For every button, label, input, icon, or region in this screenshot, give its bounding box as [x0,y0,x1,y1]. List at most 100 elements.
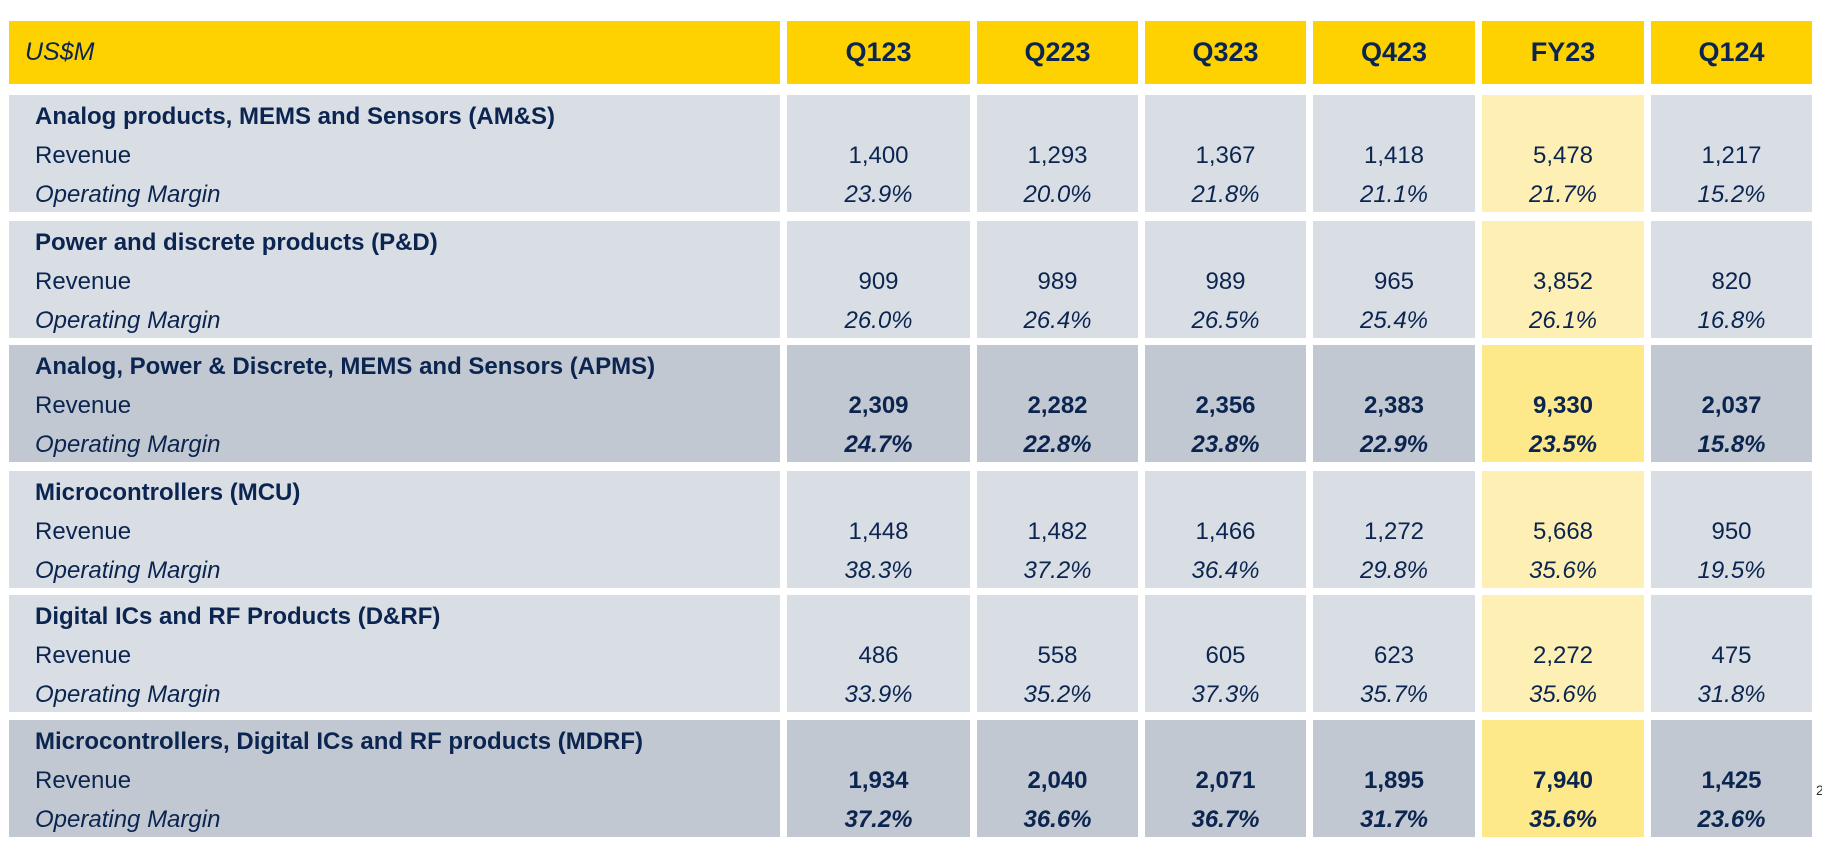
margin-value: 24.7% [844,431,913,458]
margin-value: 37.2% [1023,557,1092,584]
margin-value: 35.2% [1023,681,1092,708]
margin-value: 19.5% [1697,557,1766,584]
value-cell: 1,466 36.4% [1145,471,1306,588]
margin-value: 31.8% [1697,681,1766,708]
revenue-value: 623 [1373,642,1415,669]
revenue-value: 3,852 [1532,268,1594,295]
revenue-value: 820 [1711,268,1752,295]
revenue-value: 9,330 [1532,392,1594,419]
revenue-value: 5,668 [1532,518,1594,545]
col-header: FY23 [1482,21,1644,84]
margin-value: 23.8% [1191,431,1260,458]
value-cell: 1,895 31.7% [1313,720,1475,837]
revenue-label: Revenue [35,268,132,295]
label-cell: Analog products, MEMS and Sensors (AM&S)… [9,95,780,212]
margin-value: 21.1% [1359,181,1429,208]
revenue-label: Revenue [35,392,132,419]
segment-group: Microcontrollers (MCU) Revenue Operating… [9,471,1812,588]
table-header: US$M Q123 Q223 Q323 Q423 FY23 Q124 [9,21,1812,84]
margin-value: 35.7% [1359,681,1429,708]
margin-value: 35.6% [1528,681,1598,708]
revenue-value: 2,037 [1701,392,1762,419]
value-cell: 605 37.3% [1145,595,1306,712]
revenue-value: 2,309 [848,392,909,419]
revenue-value: 1,272 [1363,518,1425,545]
value-cell: 1,934 37.2% [787,720,970,837]
revenue-label: Revenue [35,767,132,794]
revenue-value: 909 [858,268,899,295]
value-cell: 965 25.4% [1313,221,1475,338]
margin-value: 25.4% [1359,307,1429,334]
revenue-value: 1,482 [1027,518,1088,545]
revenue-value: 475 [1711,642,1752,669]
revenue-value: 2,282 [1027,392,1088,419]
margin-value: 33.9% [844,681,913,708]
margin-value: 16.8% [1697,307,1766,334]
value-cell: 989 26.5% [1145,221,1306,338]
segment-group: Analog products, MEMS and Sensors (AM&S)… [9,95,1812,212]
revenue-value: 2,040 [1027,767,1088,794]
margin-value: 29.8% [1359,557,1429,584]
value-cell: 2,037 15.8% [1651,345,1812,462]
value-cell: 1,367 21.8% [1145,95,1306,212]
value-cell: 623 35.7% [1313,595,1475,712]
revenue-label: Revenue [35,642,132,669]
label-cell: Analog, Power & Discrete, MEMS and Senso… [9,345,780,462]
revenue-value: 605 [1205,642,1246,669]
value-cell: 2,071 36.7% [1145,720,1306,837]
margin-value: 21.7% [1528,181,1598,208]
value-cell: 1,293 20.0% [977,95,1138,212]
label-cell: Microcontrollers, Digital ICs and RF pro… [9,720,780,837]
revenue-value: 965 [1373,268,1415,295]
margin-value: 37.2% [844,806,913,833]
margin-value: 36.6% [1023,806,1092,833]
margin-value: 21.8% [1191,181,1260,208]
revenue-value: 2,356 [1195,392,1256,419]
margin-value: 15.8% [1697,431,1766,458]
revenue-value: 2,383 [1363,392,1425,419]
label-cell: Microcontrollers (MCU) Revenue Operating… [9,471,780,588]
revenue-value: 989 [1037,268,1078,295]
margin-value: 23.5% [1528,431,1598,458]
segment-title: Analog products, MEMS and Sensors (AM&S) [35,103,556,130]
revenue-value: 1,293 [1027,142,1088,169]
margin-label: Operating Margin [35,307,221,334]
margin-value: 23.6% [1697,806,1766,833]
segment-group: Microcontrollers, Digital ICs and RF pro… [9,720,1812,837]
revenue-value: 1,400 [848,142,909,169]
margin-label: Operating Margin [35,181,221,208]
value-cell: 5,668 35.6% [1482,471,1644,588]
margin-value: 26.5% [1191,307,1260,334]
margin-value: 35.6% [1528,557,1598,584]
value-cell: 2,272 35.6% [1482,595,1644,712]
value-cell: 1,425 23.6% [1651,720,1812,837]
segment-group: Power and discrete products (P&D) Revenu… [9,221,1812,338]
margin-value: 23.9% [844,181,913,208]
margin-value: 26.1% [1528,307,1598,334]
margin-value: 31.7% [1359,806,1429,833]
margin-label: Operating Margin [35,681,221,708]
value-cell: 1,482 37.2% [977,471,1138,588]
value-cell: 2,309 24.7% [787,345,970,462]
value-cell: 2,356 23.8% [1145,345,1306,462]
margin-value: 38.3% [844,557,913,584]
unit-header: US$M [9,21,780,84]
margin-value: 26.4% [1023,307,1092,334]
margin-value: 26.0% [844,307,913,334]
value-cell: 1,217 15.2% [1651,95,1812,212]
revenue-label: Revenue [35,518,132,545]
margin-value: 36.7% [1191,806,1260,833]
revenue-value: 7,940 [1532,767,1594,794]
revenue-value: 1,217 [1701,142,1762,169]
label-cell: Power and discrete products (P&D) Revenu… [9,221,780,338]
segment-title: Microcontrollers (MCU) [35,479,301,506]
value-cell: 558 35.2% [977,595,1138,712]
value-cell: 2,282 22.8% [977,345,1138,462]
revenue-value: 1,425 [1701,767,1762,794]
value-cell: 5,478 21.7% [1482,95,1644,212]
col-header: Q123 [787,21,970,84]
value-cell: 2,040 36.6% [977,720,1138,837]
margin-label: Operating Margin [35,557,221,584]
page-number: 2 [1816,782,1822,798]
value-cell: 820 16.8% [1651,221,1812,338]
